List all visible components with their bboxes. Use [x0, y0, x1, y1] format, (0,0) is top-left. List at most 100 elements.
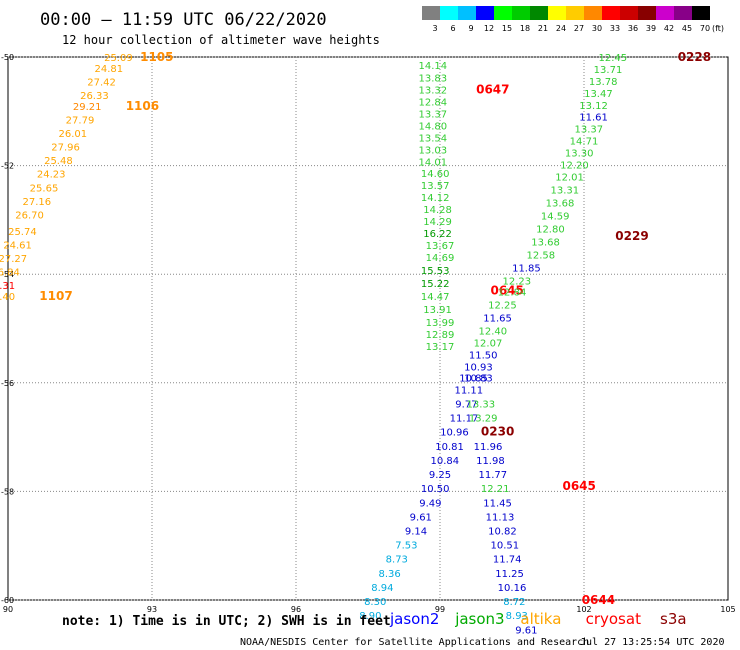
wave-height-label: 13.32: [418, 86, 447, 97]
wave-height-label: 10.51: [490, 541, 519, 552]
plot-frame: [8, 57, 728, 600]
wave-height-label: 14.01: [418, 157, 447, 168]
wave-height-label: 13.03: [418, 145, 447, 156]
wave-height-label: 12.20: [560, 161, 589, 172]
wave-height-label: 10.83: [464, 373, 493, 384]
wave-height-label: 10.96: [440, 428, 469, 439]
wave-height-label: 11.96: [474, 442, 503, 453]
y-tick-label: -60: [1, 596, 14, 605]
colorbar-label: 70: [700, 24, 710, 33]
wave-height-label: 14.12: [421, 193, 450, 204]
wave-height-label: 11.65: [483, 314, 512, 325]
colorbar-swatch: [566, 6, 584, 20]
wave-height-label: 26.33: [80, 91, 109, 102]
wave-height-label: 13.30: [565, 149, 594, 160]
colorbar-swatch: [674, 6, 692, 20]
wave-height-label: 12.80: [536, 225, 565, 236]
legend-jason3: jason3: [454, 610, 504, 628]
wave-height-label: 11.98: [476, 456, 505, 467]
wave-height-label: 15.53: [421, 266, 450, 277]
colorbar-swatch: [602, 6, 620, 20]
wave-height-label: 8.94: [371, 583, 393, 594]
pass-time-label: 1105: [140, 50, 173, 64]
wave-height-label: 14.60: [421, 169, 450, 180]
wave-height-label: 30.31: [0, 281, 15, 292]
wave-height-label: 11.45: [483, 498, 512, 509]
wave-height-label: 26.84: [0, 267, 20, 278]
wave-height-label: 13.33: [466, 399, 495, 410]
wave-height-label: 14.69: [426, 253, 455, 264]
wave-height-label: 14.59: [541, 212, 570, 223]
wave-height-label: 26.01: [58, 129, 87, 140]
colorbar: 3 6 9 12 15 18 21 24 27 30 33 36 39 42 45 70 (ft): [422, 6, 724, 33]
y-tick-label: -56: [1, 379, 14, 388]
colorbar-swatch: [494, 6, 512, 20]
wave-height-label: 14.29: [423, 217, 452, 228]
wave-height-label: 11.25: [495, 569, 524, 580]
wave-height-label: 10.82: [488, 526, 517, 537]
y-tick-label: -50: [1, 53, 14, 62]
colorbar-label: 36: [628, 24, 638, 33]
wave-height-label: 13.71: [594, 65, 623, 76]
wave-height-label: 12.58: [526, 251, 555, 262]
colorbar-swatch: [458, 6, 476, 20]
wave-height-label: 29.21: [73, 102, 102, 113]
wave-height-label: 12.07: [474, 339, 503, 350]
y-tick-label: -52: [1, 162, 14, 171]
colorbar-label: 42: [664, 24, 674, 33]
wave-height-label: 12.40: [478, 327, 507, 338]
colorbar-swatch: [692, 6, 710, 20]
wave-height-label: 13.57: [421, 181, 450, 192]
wave-height-label: 12.84: [418, 98, 447, 109]
colorbar-label: 45: [682, 24, 692, 33]
wave-height-label: 12.01: [555, 172, 584, 183]
wave-height-label: 12.23: [502, 277, 531, 288]
colorbar-label: 12: [484, 24, 494, 33]
wave-height-label: 16.22: [423, 229, 452, 240]
colorbar-swatch: [620, 6, 638, 20]
wave-height-label: 13.31: [550, 185, 579, 196]
colorbar-swatch: [440, 6, 458, 20]
pass-time-label: 0644: [582, 593, 615, 607]
colorbar-swatch: [422, 6, 440, 20]
grid: [8, 57, 728, 600]
wave-height-label: 12.25: [488, 301, 517, 312]
legend-altika: altika: [520, 610, 561, 628]
wave-height-label: 10.50: [421, 484, 450, 495]
wave-height-label: 27.40: [0, 292, 15, 303]
wave-height-label: 13.91: [423, 305, 452, 316]
wave-height-label: 12.89: [426, 330, 455, 341]
x-tick-label: 90: [3, 605, 13, 614]
wave-height-label: 13.68: [546, 199, 575, 210]
wave-height-label: 8.30: [364, 597, 386, 608]
wave-height-label: 13.37: [574, 125, 603, 136]
colorbar-label: 3: [432, 24, 437, 33]
colorbar-label: 18: [520, 24, 530, 33]
wave-height-label: 14.80: [418, 121, 447, 132]
wave-height-label: 27.27: [0, 254, 27, 265]
colorbar-label: 30: [592, 24, 602, 33]
wave-height-label: 27.16: [22, 197, 51, 208]
wave-height-label: 12.84: [498, 288, 527, 299]
colorbar-label: 9: [468, 24, 473, 33]
wave-height-label: 8.72: [503, 597, 525, 608]
wave-height-label: 13.68: [531, 238, 560, 249]
wave-height-label: 13.83: [418, 74, 447, 85]
colorbar-label: 27: [574, 24, 584, 33]
wave-height-label: 11.85: [512, 264, 541, 275]
wave-height-label: 14.71: [570, 137, 599, 148]
wave-height-label: 13.29: [469, 414, 498, 425]
wave-height-label: 11.74: [493, 555, 522, 566]
chart-subtitle: 12 hour collection of altimeter wave hei…: [62, 33, 380, 47]
pass-time-label: 0647: [476, 83, 509, 97]
pass-time-label: 0228: [678, 50, 711, 64]
wave-height-label: 14.28: [423, 205, 452, 216]
x-tick-label: 93: [147, 605, 157, 614]
legend-s3a: s3a: [660, 610, 687, 628]
wave-height-label: 24.23: [37, 170, 66, 181]
colorbar-label: 6: [450, 24, 455, 33]
wave-height-label: 11.50: [469, 351, 498, 362]
wave-height-label: 14.47: [421, 292, 450, 303]
wave-height-label: 8.73: [386, 555, 408, 566]
